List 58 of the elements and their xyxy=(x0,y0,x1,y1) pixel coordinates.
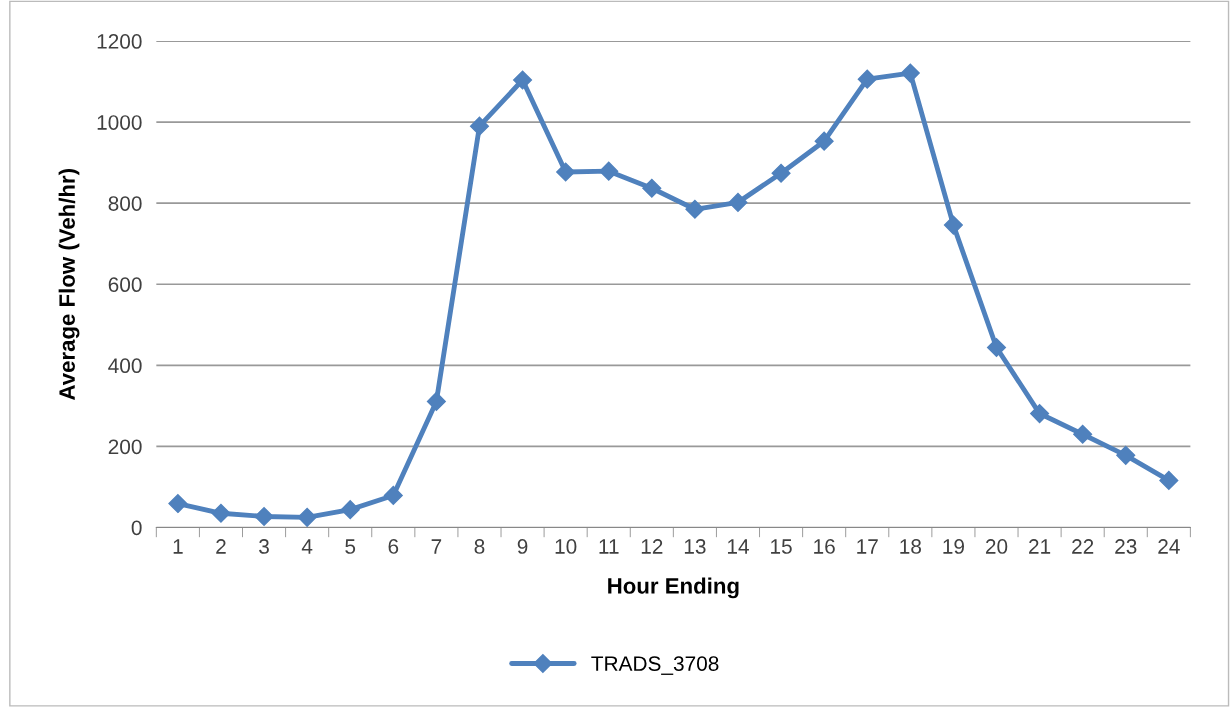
x-tick-label: 1 xyxy=(173,539,183,554)
x-axis-title: Hour Ending xyxy=(608,577,739,599)
point xyxy=(728,192,748,212)
y-tick-label: 1000 xyxy=(97,115,142,130)
y-tick-label: 1200 xyxy=(97,34,142,49)
point xyxy=(1159,470,1179,490)
x-tick-label: 16 xyxy=(814,539,835,554)
point xyxy=(814,131,834,151)
point xyxy=(469,116,490,136)
x-tick-label: 15 xyxy=(771,539,792,554)
x-tick-label: 8 xyxy=(474,539,485,554)
x-tick-label: 4 xyxy=(301,539,313,554)
y-tick-label: 0 xyxy=(131,520,142,536)
legend-label: TRADS_3708 xyxy=(591,656,719,675)
x-tick-label: 13 xyxy=(684,539,706,554)
x-tick-label: 20 xyxy=(985,539,1008,554)
x-tick-label: 9 xyxy=(517,539,528,554)
x-tick-label: 22 xyxy=(1072,539,1094,554)
point xyxy=(1030,404,1050,424)
x-tick-label: 19 xyxy=(943,539,965,554)
point xyxy=(771,163,791,183)
x-tick-label: 7 xyxy=(431,539,442,554)
x-tick-label: 5 xyxy=(345,539,356,554)
point xyxy=(211,503,231,523)
y-tick-label: 600 xyxy=(108,277,142,293)
point xyxy=(383,485,403,505)
y-axis-title: Average Flow (Veh/hr) xyxy=(58,169,80,400)
point xyxy=(1116,445,1136,465)
point xyxy=(297,507,317,527)
point xyxy=(513,70,533,90)
point xyxy=(340,500,360,520)
point xyxy=(685,199,705,219)
x-tick-label: 17 xyxy=(857,539,878,554)
point xyxy=(857,69,877,89)
y-tick-label: 800 xyxy=(108,196,142,211)
x-tick-label: 21 xyxy=(1029,539,1051,554)
x-tick-label: 2 xyxy=(216,539,226,554)
point xyxy=(599,161,619,181)
point xyxy=(1073,424,1093,444)
point xyxy=(900,63,920,83)
x-tick-label: 12 xyxy=(641,539,663,554)
point xyxy=(168,494,188,514)
x-tick-label: 14 xyxy=(727,539,749,554)
y-tick-label: 400 xyxy=(108,358,142,374)
x-tick-label: 3 xyxy=(259,539,269,554)
point xyxy=(943,215,963,235)
y-tick-label: 200 xyxy=(108,439,142,455)
point xyxy=(556,162,576,182)
point xyxy=(642,178,662,198)
x-tick-label: 23 xyxy=(1115,539,1137,554)
point xyxy=(986,337,1007,358)
x-tick-label: 10 xyxy=(555,539,577,554)
x-tick-label: 11 xyxy=(599,539,619,554)
x-tick-label: 18 xyxy=(900,539,922,554)
point xyxy=(426,391,446,411)
x-tick-label: 6 xyxy=(388,539,399,554)
point xyxy=(254,506,274,527)
x-tick-label: 24 xyxy=(1158,539,1180,554)
